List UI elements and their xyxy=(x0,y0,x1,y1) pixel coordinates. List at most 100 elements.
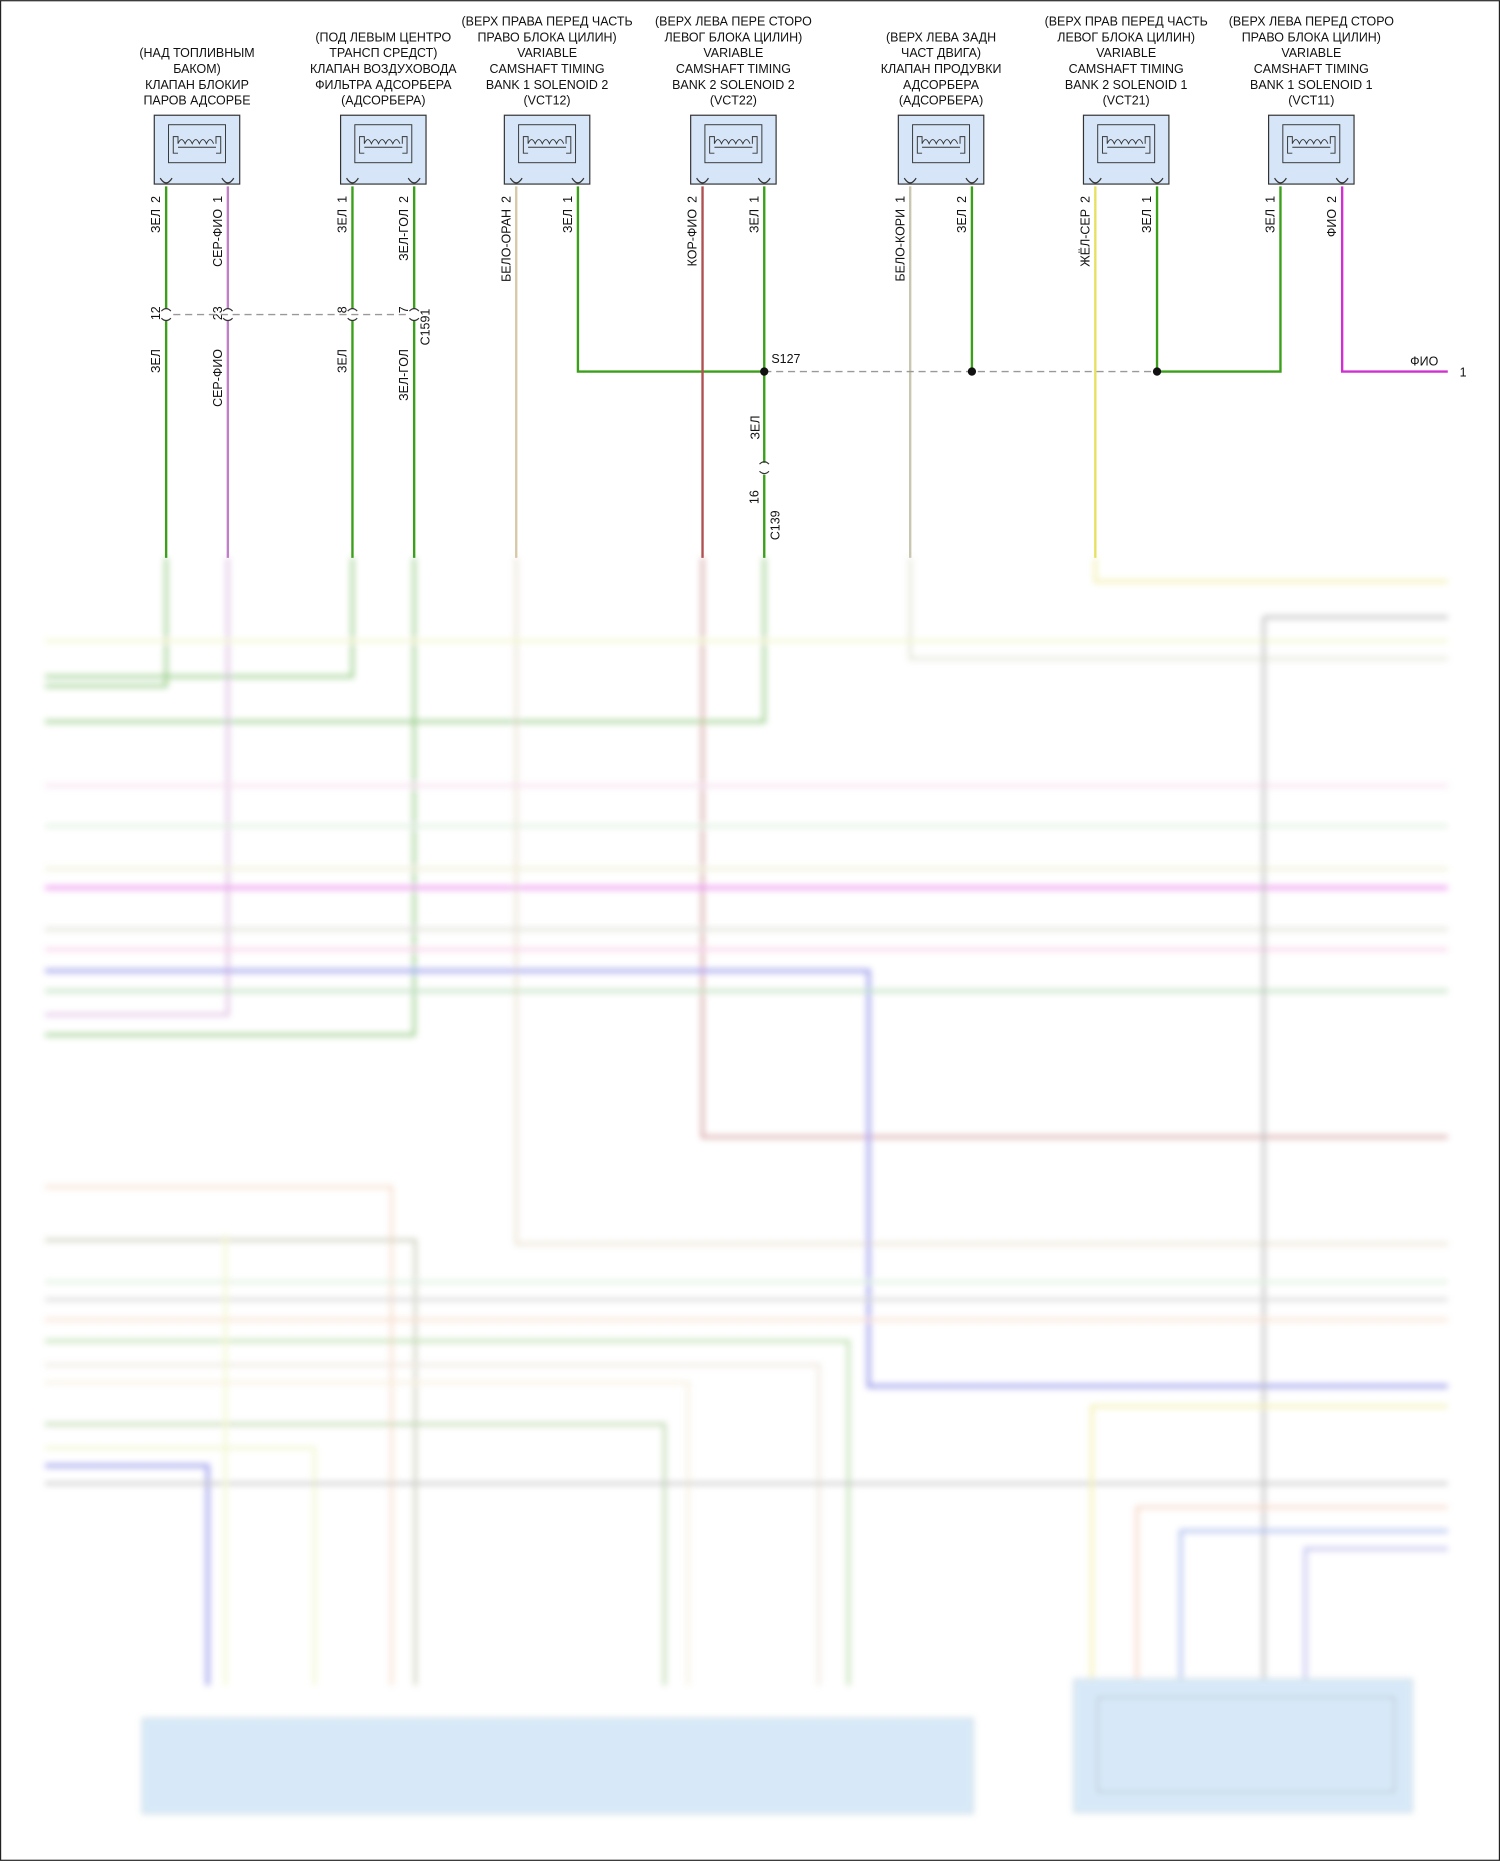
wire-label: СЕР-ФИО xyxy=(211,349,225,407)
wire-label: ЗЕЛ xyxy=(1264,209,1278,233)
component-box xyxy=(503,114,591,185)
wire-label: БЕЛО-ОРАН xyxy=(499,209,513,282)
component-label: VARIABLE xyxy=(703,46,763,60)
connector-name: C1591 xyxy=(419,309,433,346)
pin-number: 1 xyxy=(211,196,225,203)
wire xyxy=(45,1339,850,1686)
wire xyxy=(1303,1547,1448,1686)
pin-terminal xyxy=(346,177,359,184)
component-label: КЛАПАН ВОЗДУХОВОДА xyxy=(310,62,457,76)
component-label: (ВЕРХ ПРАВ ПЕРЕД ЧАСТЬ xyxy=(1045,15,1208,29)
component-label: (VCT22) xyxy=(710,94,757,108)
coil xyxy=(1101,136,1151,154)
component-box xyxy=(1267,114,1355,185)
wire-label: ЗЕЛ xyxy=(955,209,969,233)
component-label: (НАД ТОПЛИВНЫМ xyxy=(139,46,254,60)
component-label: BANK 2 SOLENOID 1 xyxy=(1065,78,1188,92)
diagram-top: (НАД ТОПЛИВНЫМ БАКОМ) КЛАПАН БЛОКИР ПАРОВ А… xyxy=(139,15,1467,558)
component-label: VARIABLE xyxy=(1096,46,1156,60)
module-box xyxy=(1073,1678,1413,1813)
component-label: ТРАНСП СРЕДСТ) xyxy=(329,46,437,60)
connector-symbol xyxy=(408,308,420,322)
pin-terminal xyxy=(696,177,709,184)
coil xyxy=(172,136,222,154)
component-label: VARIABLE xyxy=(1281,46,1341,60)
pin-terminal xyxy=(1150,177,1164,184)
pin-number: 2 xyxy=(149,196,163,203)
wire-label: ЖЁЛ-СЕР xyxy=(1078,209,1092,267)
wire xyxy=(45,1238,417,1686)
wire-label: ЗЕЛ xyxy=(1140,209,1154,233)
pin-number: 2 xyxy=(499,196,513,203)
pin-terminal xyxy=(509,177,523,184)
component-label: (ВЕРХ ЛЕВА ЗАДН xyxy=(886,30,996,44)
component-label: АДСОРБЕРА xyxy=(903,78,980,92)
component-inner xyxy=(518,124,577,164)
wire xyxy=(45,1463,210,1686)
component-box xyxy=(690,114,777,185)
pin-number: 2 xyxy=(955,196,969,203)
component-label: ПРАВО БЛОКА ЦИЛИН) xyxy=(1242,30,1381,44)
component-label: ПРАВО БЛОКА ЦИЛИН) xyxy=(477,30,616,44)
wire xyxy=(45,557,416,1037)
wire-label: ЗЕЛ-ГОЛ xyxy=(397,209,411,261)
component-inner xyxy=(1097,124,1156,164)
component-inner xyxy=(1282,124,1341,164)
connector-symbol xyxy=(222,308,234,322)
wire-label: ЗЕЛ xyxy=(149,209,163,233)
component-label: (VCT21) xyxy=(1103,94,1150,108)
splice-name: S127 xyxy=(771,352,800,366)
wire-label: ЗЕЛ xyxy=(336,209,350,233)
pin-number: 2 xyxy=(1325,196,1339,203)
component-box xyxy=(153,114,241,185)
wire xyxy=(701,557,1448,1139)
pin-number: 1 xyxy=(893,196,907,203)
component-inner xyxy=(354,124,413,164)
component-label: КЛАПАН БЛОКИР xyxy=(145,78,249,92)
wire-label: ЗЕЛ-ГОЛ xyxy=(397,349,411,401)
component-label: CAMSHAFT TIMING xyxy=(490,62,605,76)
wire xyxy=(1340,186,1448,373)
coil xyxy=(359,136,408,154)
wire xyxy=(45,1363,821,1686)
wire xyxy=(1179,1529,1448,1686)
wire-label: ЗЕЛ xyxy=(748,415,762,439)
wire xyxy=(1155,186,1282,373)
wire xyxy=(45,1446,316,1686)
splice-dot xyxy=(967,367,977,376)
coil xyxy=(916,136,966,154)
coil xyxy=(1287,136,1336,154)
component-box xyxy=(897,114,985,185)
connector-pin: 23 xyxy=(211,306,225,320)
pin-terminal xyxy=(221,177,235,184)
component-box xyxy=(1082,114,1170,185)
component-label: (VCT12) xyxy=(524,94,571,108)
connector-symbol xyxy=(160,308,172,322)
pin-terminal xyxy=(159,177,173,184)
wire-label: ЗЕЛ xyxy=(747,209,761,233)
module-inner xyxy=(1097,1696,1395,1793)
component-label: ЧАСТ ДВИГА) xyxy=(901,46,981,60)
pin-number: 1 xyxy=(336,196,350,203)
wire-label: СЕР-ФИО xyxy=(211,209,225,267)
component-label: (АДСОРБЕРА) xyxy=(341,94,425,108)
component-label: (ПОД ЛЕВЫМ ЦЕНТРО xyxy=(315,30,451,44)
component-label: КЛАПАН ПРОДУВКИ xyxy=(881,62,1002,76)
wire xyxy=(908,557,1448,661)
wire-label: ЗЕЛ xyxy=(336,349,350,373)
output-wire: ФИО xyxy=(1410,355,1438,369)
coil xyxy=(709,136,758,154)
wire xyxy=(1090,1404,1448,1686)
pin-number: 1 xyxy=(1140,196,1154,203)
wire xyxy=(45,968,1448,1389)
wire xyxy=(45,1422,666,1686)
component-label: (ВЕРХ ПРАВА ПЕРЕД ЧАСТЬ xyxy=(462,15,633,29)
component-box xyxy=(339,114,427,185)
output-number: 1 xyxy=(1460,365,1467,379)
connector-pin: 7 xyxy=(397,306,411,313)
component-label: (ВЕРХ ЛЕВА ПЕРЕ СТОРО xyxy=(655,15,812,29)
component-label: ЛЕВОГ БЛОКА ЦИЛИН) xyxy=(1057,30,1195,44)
pin-terminal xyxy=(757,177,771,184)
splice-dot xyxy=(1152,367,1162,376)
